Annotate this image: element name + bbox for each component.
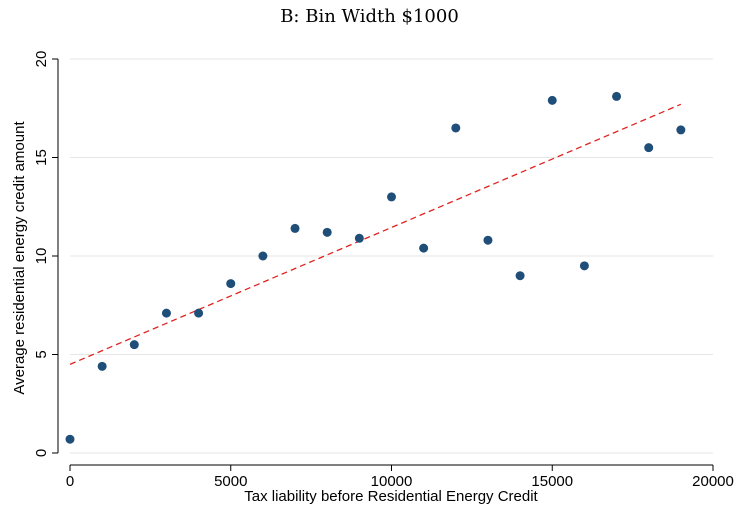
data-point	[676, 125, 686, 135]
axes: 0 5 10 15 20 0 5000 10000 15000 20000	[33, 51, 734, 490]
data-point	[579, 261, 589, 271]
data-point	[354, 233, 364, 243]
data-point	[387, 192, 396, 202]
x-tick-label: 15000	[531, 473, 573, 490]
grid-lines	[70, 58, 713, 454]
axis-labels: Tax liability before Residential Energy …	[11, 121, 539, 505]
x-tick-label: 0	[66, 473, 74, 490]
x-tick-label: 5000	[214, 473, 247, 490]
data-point	[451, 123, 461, 133]
y-tick-label: 10	[33, 248, 50, 265]
data-point	[161, 308, 171, 318]
data-point	[419, 243, 429, 253]
y-tick-label: 15	[33, 149, 50, 166]
data-point	[65, 434, 75, 444]
y-axis-label: Average residential energy credit amount	[11, 121, 28, 395]
data-point	[97, 361, 107, 371]
fit-line-layer	[69, 103, 682, 365]
data-point	[515, 271, 525, 281]
data-point	[290, 223, 300, 233]
data-point	[612, 91, 622, 101]
data-point	[483, 235, 493, 245]
fit-line	[69, 103, 682, 365]
data-point	[194, 308, 204, 318]
y-tick-label: 20	[33, 51, 50, 68]
data-point	[322, 227, 332, 237]
y-tick-label: 5	[33, 350, 50, 358]
x-axis-label: Tax liability before Residential Energy …	[244, 488, 538, 505]
y-tick-label: 0	[33, 449, 50, 457]
data-point	[644, 143, 654, 153]
x-tick-label: 10000	[371, 473, 413, 490]
data-point	[129, 340, 139, 350]
chart-title: B: Bin Width $1000	[280, 6, 459, 27]
data-points	[65, 91, 686, 444]
x-tick-label: 20000	[692, 473, 734, 490]
data-point	[258, 251, 268, 261]
data-point	[226, 279, 236, 289]
data-point	[547, 95, 557, 105]
